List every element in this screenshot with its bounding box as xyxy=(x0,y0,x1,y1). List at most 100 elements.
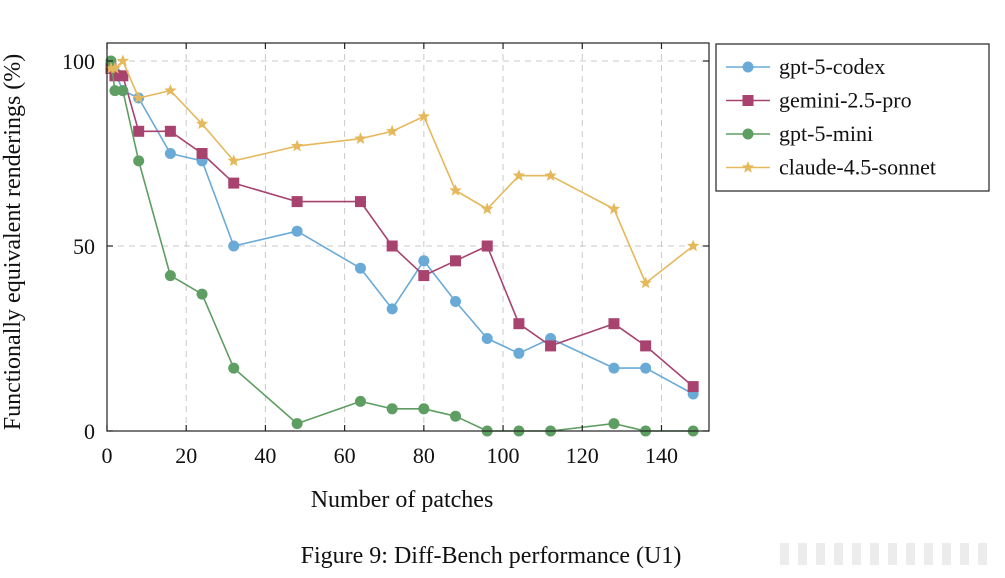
data-point xyxy=(686,239,700,252)
data-point xyxy=(513,318,525,330)
data-point xyxy=(513,347,525,359)
data-point xyxy=(291,196,303,208)
caption-bar-segment xyxy=(870,543,879,565)
x-tick-label: 0 xyxy=(102,443,113,468)
data-point xyxy=(450,410,462,422)
series-gemini-2.5-pro xyxy=(105,62,699,393)
caption-bar-segment xyxy=(888,543,897,565)
legend-label: gpt-5-mini xyxy=(779,121,873,146)
x-tick-label: 40 xyxy=(254,443,276,468)
legend-box xyxy=(715,43,990,192)
series-layer xyxy=(104,54,700,437)
legend-item: claude-4.5-sonnet xyxy=(726,155,936,180)
x-tick-label: 60 xyxy=(334,443,356,468)
data-point xyxy=(418,255,430,267)
x-tick-label: 20 xyxy=(175,443,197,468)
series-line xyxy=(110,60,694,284)
data-point xyxy=(354,132,367,144)
data-point xyxy=(117,70,129,82)
data-point xyxy=(133,125,145,137)
data-point xyxy=(545,340,557,352)
plot-frame xyxy=(106,42,710,432)
x-axis-label: Number of patches xyxy=(311,487,494,513)
data-point xyxy=(640,362,652,374)
series-gpt-5-codex xyxy=(105,62,699,400)
data-point xyxy=(418,270,430,282)
data-point xyxy=(109,85,121,97)
legend-label: gemini-2.5-pro xyxy=(779,88,912,113)
legend-item: gpt-5-mini xyxy=(726,121,873,146)
data-point xyxy=(386,240,398,252)
data-point xyxy=(354,196,366,208)
data-point xyxy=(109,70,121,82)
data-point xyxy=(687,381,699,393)
legend-marker xyxy=(742,95,754,106)
data-point xyxy=(639,276,652,289)
data-point xyxy=(386,303,398,315)
caption-bar-segment xyxy=(852,543,861,565)
data-point xyxy=(228,240,240,252)
caption-bar-segment xyxy=(924,543,933,565)
data-point xyxy=(608,318,620,330)
caption-bar-segment xyxy=(906,543,915,565)
caption-bar-segment xyxy=(978,543,987,565)
legend-item: gemini-2.5-pro xyxy=(726,88,912,113)
data-point xyxy=(164,125,176,137)
y-axis-label: Functionally equivalent renderings (%) xyxy=(0,54,26,431)
data-point xyxy=(354,395,366,407)
caption-bar-segment xyxy=(942,543,951,565)
x-tick-label: 80 xyxy=(413,443,435,468)
series-claude-4.5-sonnet xyxy=(104,54,700,289)
data-point xyxy=(132,91,145,104)
data-point xyxy=(196,148,208,159)
data-point xyxy=(290,139,304,152)
data-point xyxy=(291,418,303,430)
data-point xyxy=(228,362,240,374)
data-point xyxy=(228,177,240,189)
y-tick-label: 50 xyxy=(73,234,95,259)
series-gpt-5-mini xyxy=(105,55,699,437)
caption-bar-segment xyxy=(816,543,825,565)
data-point xyxy=(481,240,493,252)
data-point xyxy=(116,54,130,67)
x-tick-label: 120 xyxy=(566,443,599,468)
legend-item: gpt-5-codex xyxy=(726,54,885,79)
data-point xyxy=(227,154,240,167)
caption-bar-segment xyxy=(798,543,807,565)
legend-label: gpt-5-codex xyxy=(779,54,885,79)
data-point xyxy=(164,84,177,96)
data-point xyxy=(418,403,430,415)
caption-bar-segment xyxy=(780,543,789,565)
data-point xyxy=(608,418,620,430)
legend-marker xyxy=(742,61,754,73)
data-point xyxy=(481,333,493,344)
data-point xyxy=(640,340,652,352)
caption-bar-segment xyxy=(960,543,969,565)
data-point xyxy=(291,225,303,237)
data-point xyxy=(354,262,366,274)
data-point xyxy=(544,169,557,181)
caption-bar-segment xyxy=(834,543,843,565)
grid-layer xyxy=(106,43,709,432)
y-tick-label: 0 xyxy=(84,419,95,444)
data-point xyxy=(164,270,176,282)
data-point xyxy=(133,155,145,167)
y-tick-label: 100 xyxy=(62,49,95,74)
data-point xyxy=(117,85,129,97)
legend-marker xyxy=(741,161,755,173)
data-point xyxy=(449,184,462,196)
data-point xyxy=(608,362,620,374)
data-point xyxy=(481,202,494,215)
ticks-layer: 0 20 40 60 80 100 120 140 0 50 100 xyxy=(62,43,709,468)
data-point xyxy=(450,296,462,307)
data-point xyxy=(385,124,399,137)
series-line xyxy=(110,68,694,388)
series-line xyxy=(110,60,694,432)
x-tick-label: 140 xyxy=(645,443,678,468)
legend-marker xyxy=(742,128,754,140)
data-point xyxy=(417,110,431,122)
data-point xyxy=(195,117,209,130)
x-tick-label: 100 xyxy=(487,443,520,468)
data-point xyxy=(196,288,208,300)
